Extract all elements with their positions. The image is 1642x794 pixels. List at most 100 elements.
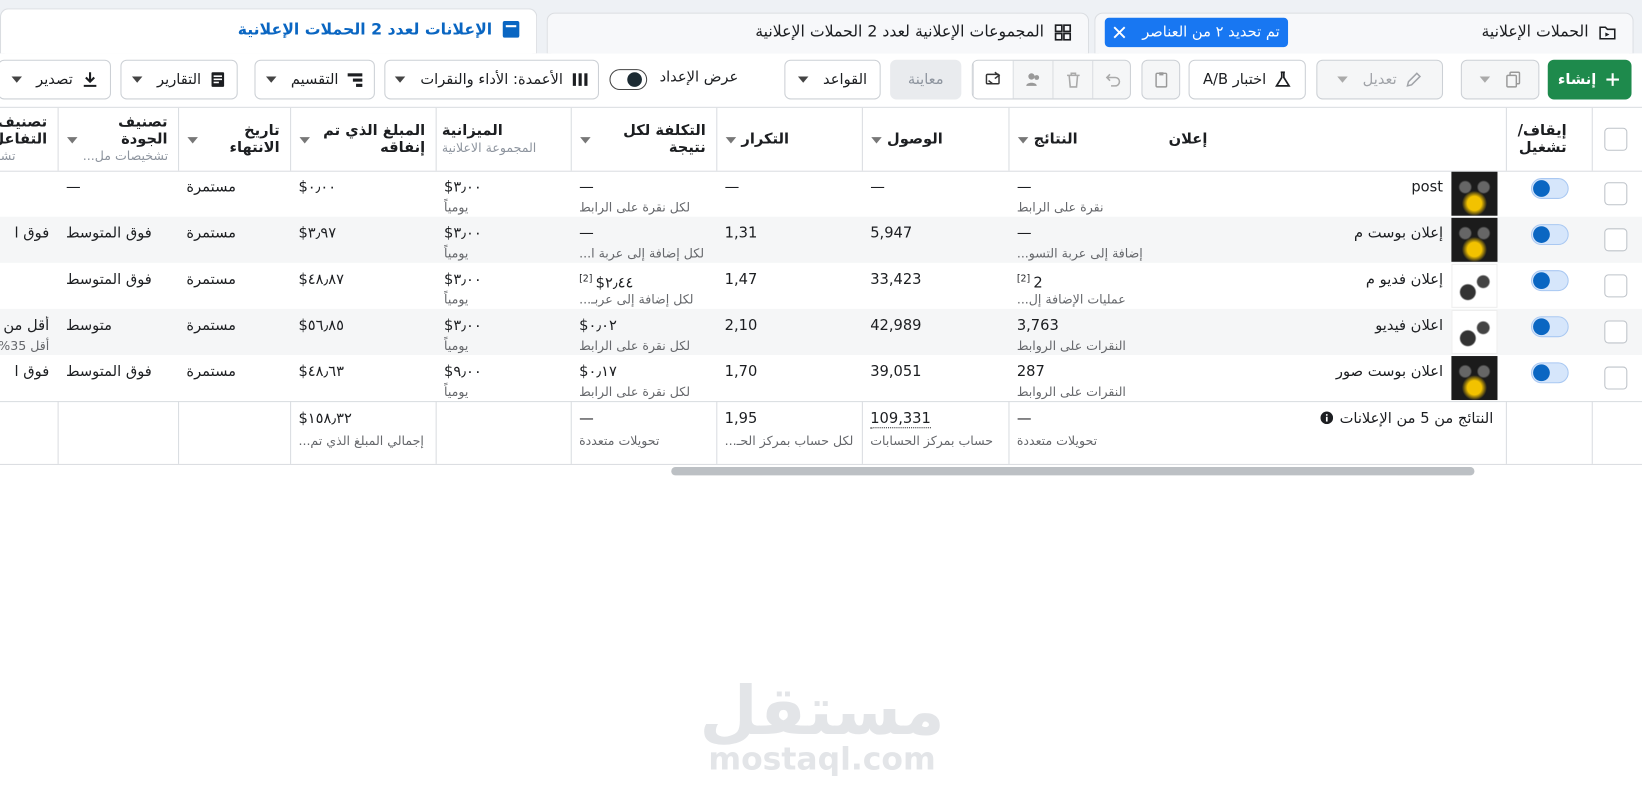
horizontal-scrollbar[interactable] [671,467,1475,476]
clipboard-button[interactable] [1141,59,1181,100]
column-title: الميزانية [441,121,503,139]
ad-thumbnail [1451,356,1498,401]
reports-button[interactable]: التقارير [120,59,238,100]
tab-icon [1599,24,1616,41]
row-checkbox[interactable] [1604,182,1628,206]
cell-line: 2[2] [1017,270,1154,291]
ad-name[interactable]: إعلان فديو م [1365,271,1444,288]
cell-subtext: إضافة إلى عربة التسو... [1016,246,1143,261]
table-cell: 2,10 [725,316,854,358]
tab[interactable]: الإعلانات لعدد 2 الحملات الإعلانية [0,8,538,54]
cell-line: ٤٨٫٨٧$ [298,270,427,289]
ab-test-button[interactable]: اختبار A/B [1188,59,1306,100]
column-header[interactable]: إعلان [1169,108,1496,171]
table-cell: — إضافة إلى عربة التسو... [1017,224,1154,266]
column-header[interactable]: التكلفة لكل نتيجة [596,108,706,171]
status-toggle[interactable] [1530,316,1569,338]
duplicate-button[interactable] [1460,59,1540,100]
cell-line: فوق ا [0,362,50,381]
table-cell: فوق ا [0,224,50,266]
ad-thumbnail [1451,309,1498,354]
cell-value: — [870,179,885,196]
column-header[interactable]: تاريخ الانتهاء [203,108,279,171]
undo-button[interactable] [1092,60,1130,99]
edit-button[interactable]: تعديل [1316,59,1444,100]
cell-value: فوق المتوسط [65,363,152,381]
table-cell: فوق المتوسط [66,362,170,404]
column-header[interactable]: الميزانية المجموعة الاعلانية [442,108,560,171]
table-cell: أقل من أقل 35% [0,316,49,358]
column-header[interactable]: النتائج [1034,108,1152,171]
preview-button[interactable]: معاينة [890,59,962,100]
table-cell: إعلان فديو م [1162,270,1443,312]
cell-line: 1,47 [725,270,854,289]
column-header[interactable]: تصنيف التفاعلتشخيصات [0,108,47,171]
cell-line: فوق المتوسط [66,362,170,381]
selection-badge[interactable]: تم تحديد ٢ من العناصر [1104,17,1289,48]
row-band [0,216,1642,263]
table-cell: — تحويلات متعددة [1017,409,1154,451]
setup-view-toggle[interactable] [609,69,648,91]
row-checkbox[interactable] [1604,228,1628,252]
breakdown-button[interactable]: التقسيم [254,59,375,100]
table-cell: مستمرة [186,270,281,312]
row-checkbox[interactable] [1604,274,1628,298]
cell-line: post [1162,178,1443,197]
row-checkbox[interactable] [1604,320,1628,344]
ad-name[interactable]: اعلان فيديو [1375,317,1444,335]
create-button[interactable]: إنشاء [1547,59,1632,100]
dropdown-caret [1337,76,1348,83]
tab[interactable]: المجموعات الإعلانية لعدد 2 الحملات الإعل… [546,12,1090,54]
ad-name[interactable]: اعلان بوست صور [1335,363,1444,381]
row-divider [0,401,1642,403]
export-button[interactable]: تصدير [0,59,112,100]
ad-name[interactable]: إعلان بوست م [1353,225,1444,242]
tab-label: الحملات الإعلانية [1481,21,1589,41]
status-toggle[interactable] [1530,362,1569,384]
tab-icon [1054,24,1072,41]
column-header[interactable]: التكرار [741,108,851,171]
status-toggle[interactable] [1530,178,1569,199]
cell-line: أقل من [0,316,49,335]
column-divider [178,401,180,464]
tab-icon [502,20,520,38]
cell-value: ٢٫٤٤$ [595,275,634,292]
sort-caret [1017,137,1029,144]
cell-subtext: النقرات على الروابط [1016,384,1126,399]
swap-button[interactable] [972,60,1013,99]
cell-line: 42,989 [870,316,1000,335]
audience-button[interactable] [1012,60,1053,99]
sort-caret [871,137,882,144]
table-cell: ٤٨٫٨٧$ [298,270,427,312]
row-checkbox[interactable] [1604,366,1628,390]
cell-value: 5,947 [870,225,913,242]
ab-test-button-icon [1275,71,1292,88]
cell-subtext: لكل إضافة إلى عربـ... [579,292,694,307]
rules-button-label: القواعد [823,71,868,88]
status-toggle[interactable] [1530,224,1569,246]
table-cell: ٣٫٠٠$ يومياً [444,224,562,266]
ad-name[interactable]: post [1411,179,1444,196]
row-checkbox[interactable] [1604,127,1628,151]
column-header[interactable]: تصنيف الجودة تشخيصات مل... [83,108,168,171]
table-cell: — نقرة على الرابط [1017,178,1154,220]
rules-button[interactable]: القواعد [784,59,881,100]
cell-line: مستمرة [186,224,281,243]
ab-test-button-label: اختبار A/B [1203,71,1267,88]
column-header[interactable]: الوصول [887,108,998,171]
audience-button-icon [1025,71,1042,88]
columns-button[interactable]: الأعمدة: الأداء والنقرات [384,59,599,100]
status-toggle[interactable] [1530,270,1569,292]
delete-button[interactable] [1052,60,1092,99]
column-divider [290,401,292,464]
swap-button-icon [985,71,1002,88]
action-group [971,59,1131,100]
column-header[interactable]: المبلغ الذي تم إنفاقه [315,108,425,171]
dropdown-caret [10,76,22,83]
sort-caret [299,137,310,144]
cell-line: ٤٨٫٦٣$ [298,362,427,381]
table-cell: ٣٫٩٧$ [298,224,427,266]
column-header[interactable]: إيقاف/ تشغيل [1512,108,1581,171]
table-cell: — [66,178,170,220]
dropdown-caret [395,76,406,83]
